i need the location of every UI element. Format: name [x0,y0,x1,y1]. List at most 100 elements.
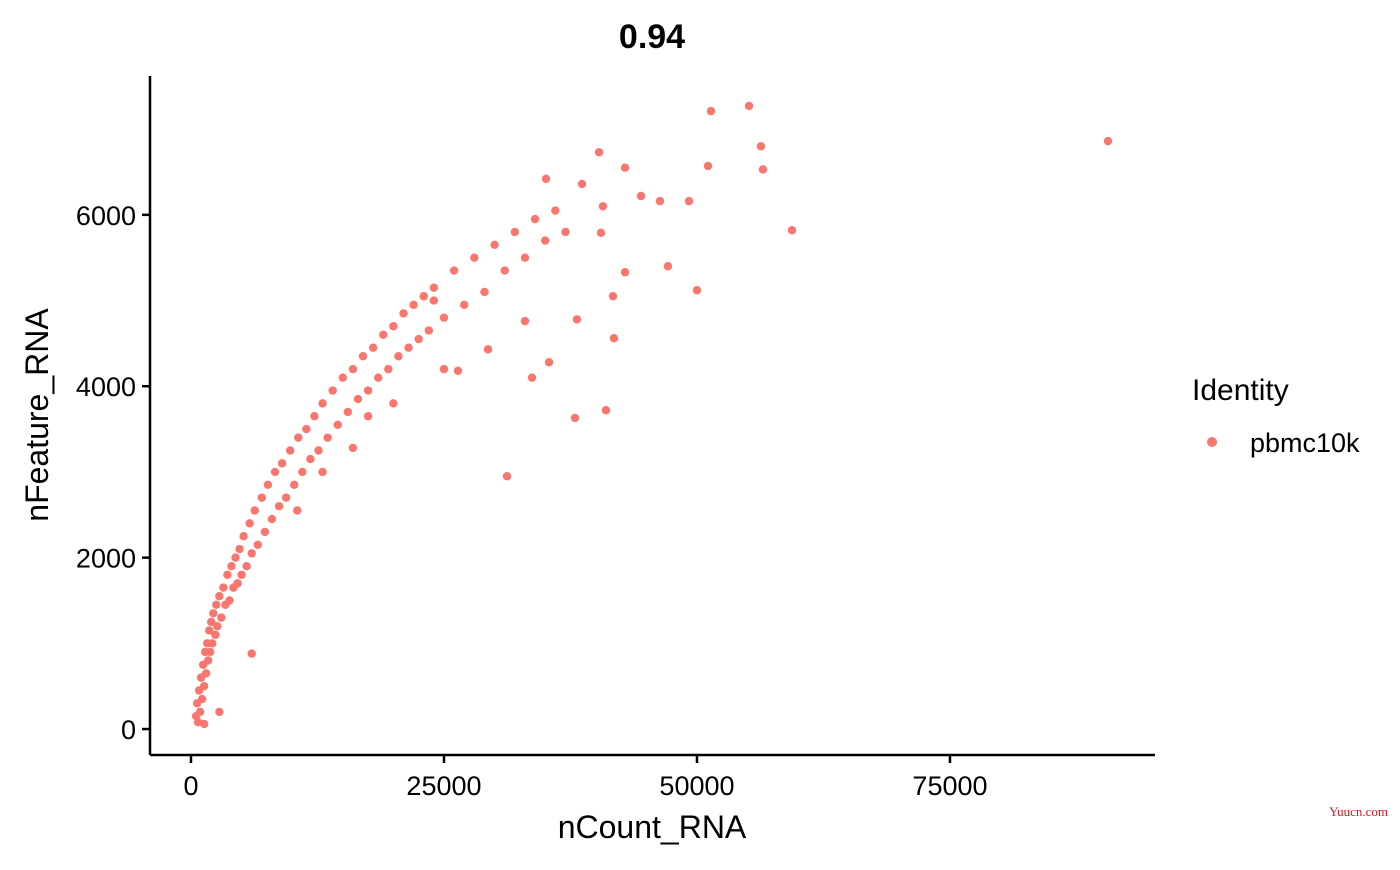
point [470,253,479,262]
point [520,316,530,326]
point [247,649,256,658]
point [270,467,280,477]
point [594,148,604,157]
point [318,467,327,477]
point [429,296,439,305]
point [267,514,277,524]
point [328,386,337,395]
point [744,101,754,111]
point [290,480,299,489]
point [500,266,509,275]
x-axis-label: nCount_RNA [558,809,747,845]
point [561,227,570,237]
point [577,179,587,189]
point [263,480,273,489]
point [363,412,373,421]
point [598,202,608,211]
x-tick-label: 75000 [912,771,987,801]
point [207,617,216,627]
point [206,647,215,657]
point [601,406,611,415]
point [692,286,702,295]
y-tick-label: 4000 [76,372,136,402]
point [544,358,554,367]
point [460,300,469,310]
x-tick-label: 50000 [659,771,734,801]
point [298,467,307,477]
point [787,226,797,235]
point [274,502,284,511]
point [199,719,209,729]
point [348,443,358,453]
point [310,412,319,421]
point [250,506,259,515]
x-tick-label: 0 [183,771,198,801]
point [348,364,358,374]
point [215,591,224,601]
point [212,600,221,609]
point [663,262,673,271]
point [453,366,463,376]
point [197,694,207,704]
point [225,596,234,605]
point [260,527,270,537]
point [570,413,580,423]
point [530,214,540,224]
point [209,609,218,618]
point [394,352,403,361]
point [253,540,262,549]
point [195,707,205,717]
point [404,343,413,352]
point [609,334,619,343]
point [684,196,694,206]
point [510,227,520,237]
point [247,549,256,558]
point [306,454,315,464]
point [379,330,388,340]
legend-label: pbmc10k [1250,428,1360,458]
point [551,206,560,215]
point [389,399,398,408]
point [1103,136,1113,146]
point [245,519,254,528]
point [257,493,267,502]
point [572,315,582,324]
point [242,562,251,571]
point [235,544,244,554]
point [215,707,224,717]
point [353,394,363,404]
y-tick-label: 0 [121,715,136,745]
point [205,626,214,635]
point [239,532,248,541]
point [333,420,342,429]
point [358,352,368,361]
point [419,292,428,301]
point [293,506,302,515]
point [384,364,393,374]
point [502,472,512,481]
point [399,309,408,318]
point [389,322,398,331]
point [636,191,646,201]
point [203,656,213,665]
y-tick-label: 2000 [76,544,136,574]
point [490,240,499,250]
point [323,433,332,442]
point [363,386,373,395]
point [620,268,630,277]
point [227,562,236,571]
x-tick-label: 25000 [406,771,481,801]
point [285,446,295,455]
point [201,669,211,678]
point [338,373,347,382]
point [703,161,713,171]
point [541,174,551,184]
point [208,639,217,648]
point [318,399,327,408]
chart-title: 0.94 [619,18,685,56]
y-tick-label: 6000 [76,201,136,231]
point [237,570,246,579]
point [409,300,418,310]
point [281,493,291,502]
